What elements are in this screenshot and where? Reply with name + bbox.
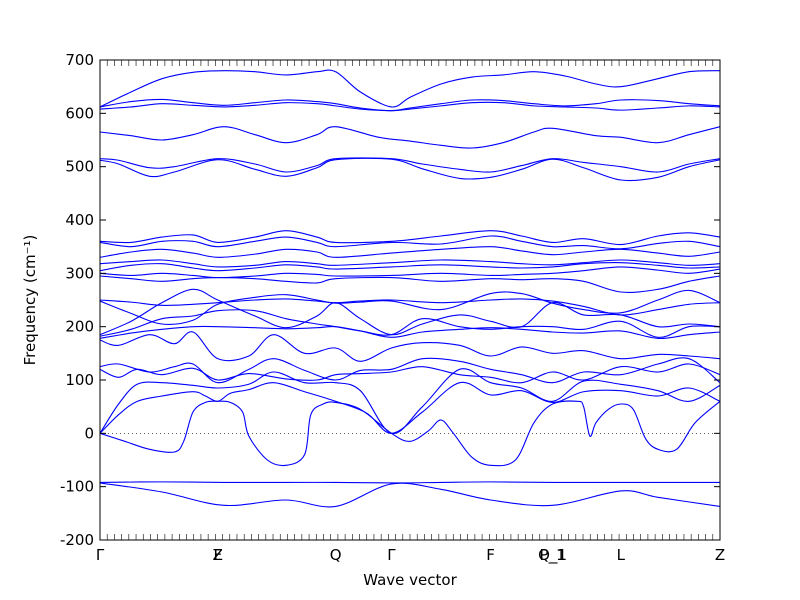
band-line-24 [99, 400, 721, 467]
band-line-13 [99, 275, 721, 293]
x-tick-label: Z [715, 546, 725, 564]
y-tick-label: 0 [84, 424, 94, 442]
y-tick-label: 600 [65, 104, 94, 122]
plot-background [100, 60, 720, 540]
band-series [99, 69, 721, 508]
band-line-18 [99, 325, 721, 340]
y-tick-label: -100 [60, 478, 94, 496]
x-tick-label: Γ [387, 546, 396, 564]
x-axis-ticks: Γ ZF Q Γ F P_1Q_1 L Z [96, 546, 725, 565]
x-tick-label: P_1 [540, 546, 566, 565]
x-tick-label: Z [213, 546, 223, 564]
band-line-4 [99, 126, 721, 149]
x-tick-label: F [213, 546, 222, 564]
band-line-7 [99, 230, 721, 246]
band-line-19 [99, 331, 721, 362]
band-line-15 [99, 289, 721, 325]
y-tick-label: 700 [65, 51, 94, 69]
y-tick-label: 400 [65, 211, 94, 229]
band-line-3 [99, 101, 721, 112]
plot-frame [99, 59, 721, 541]
x-tick-label: Q_1 [538, 546, 567, 565]
y-tick-label: 100 [65, 371, 94, 389]
band-line-6 [99, 157, 721, 182]
band-line-10 [99, 259, 721, 268]
band-line-5 [99, 157, 721, 173]
band-line-25 [99, 481, 720, 484]
y-tick-label: 300 [65, 264, 94, 282]
band-line-22 [99, 368, 721, 434]
x-tick-label: L [617, 546, 626, 564]
x-tick-label: Γ [96, 546, 105, 564]
band-line-11 [99, 262, 721, 272]
band-line-1 [99, 69, 721, 108]
y-tick-label: -200 [60, 531, 94, 549]
x-tick-label: F [486, 546, 495, 564]
y-axis-ticks: -200 -100 0 100 200 300 400 500 600 700 [60, 51, 720, 549]
band-line-23 [99, 381, 721, 434]
y-tick-label: 500 [65, 158, 94, 176]
x-minor-ticks [99, 60, 721, 540]
band-line-12 [99, 266, 721, 279]
band-line-17 [99, 309, 721, 338]
y-tick-label: 200 [65, 318, 94, 336]
x-axis-title: Wave vector [363, 571, 457, 589]
y-axis-title: Frequency (cm⁻¹) [21, 235, 39, 366]
band-line-21 [99, 363, 721, 384]
x-tick-label: Q [330, 546, 342, 564]
band-line-9 [99, 246, 721, 258]
band-line-26 [99, 482, 721, 508]
